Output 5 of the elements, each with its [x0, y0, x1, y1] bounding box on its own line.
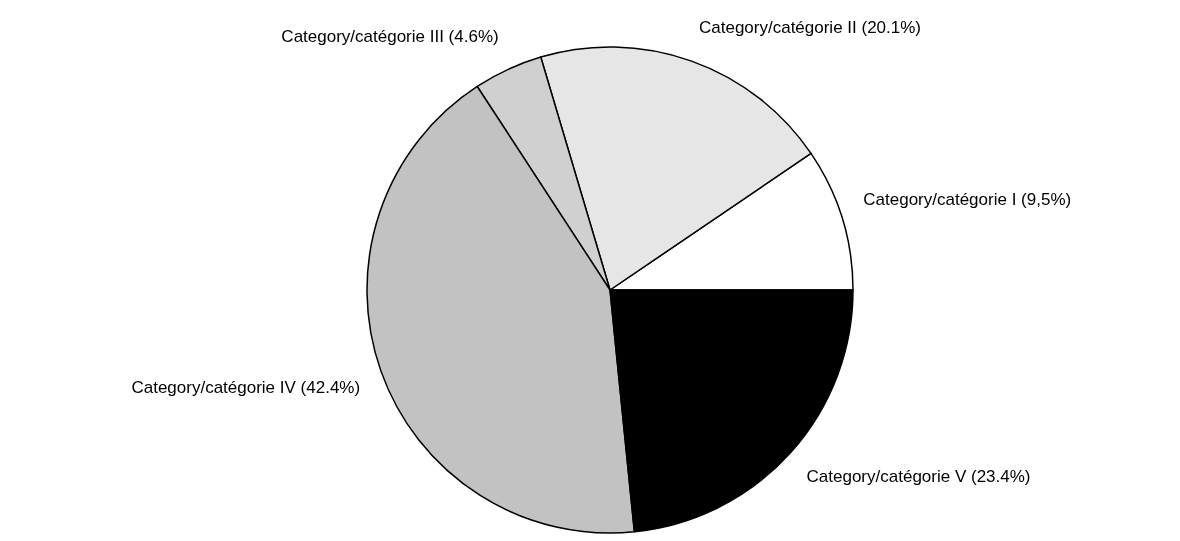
slice-label: Category/catégorie IV (42.4%) [131, 377, 361, 397]
slice-label: Category/catégorie V (23.4%) [806, 467, 1031, 487]
slice-label: Category/catégorie II (20.1%) [698, 17, 922, 37]
slice-label: Category/catégorie I (9,5%) [863, 189, 1072, 209]
slice-label: Category/catégorie III (4.6%) [281, 27, 499, 46]
